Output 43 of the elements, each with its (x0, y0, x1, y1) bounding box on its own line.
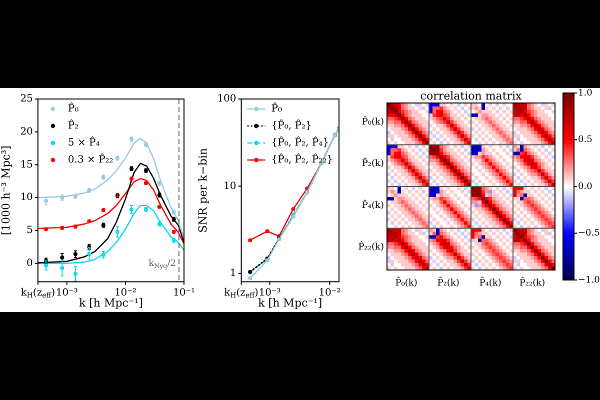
y-tick-label: 10 (224, 180, 236, 192)
point (291, 207, 296, 212)
x-tick-label: P̂₄(k) (479, 276, 502, 288)
legend-label: P̂₀ (271, 102, 282, 115)
y-axis-title: [1000 h⁻³ Mpc³] (0, 146, 12, 236)
y-tick-label: P̂₂₂(k) (358, 241, 384, 253)
legend-label: 5 × P̂₄ (68, 136, 100, 149)
point (248, 276, 252, 280)
y-tick-label: 0 (26, 258, 33, 269)
chart-title: correlation matrix (420, 89, 522, 102)
legend-label: 0.3 × P̂₂₂ (68, 152, 114, 166)
y-tick-label: 25 (20, 94, 33, 105)
legend-label: {P̂₀, P̂₂, P̂₄} (271, 136, 329, 149)
color-bar-label: −1.0 (578, 275, 600, 286)
x-tick-label: P̂₂(k) (437, 276, 460, 288)
y-tick-label: 100 (217, 94, 236, 105)
color-bar-label: −0.5 (578, 228, 600, 239)
x-tick-label: 10⁻³ (56, 287, 78, 298)
y-axis-title: SNR per k−bin (196, 148, 210, 233)
y-tick-label: 20 (20, 126, 33, 138)
point (248, 238, 252, 242)
color-bar-label: 0.0 (578, 182, 593, 192)
color-bar-label: 1.0 (578, 88, 593, 98)
legend-label: {P̂₀, P̂₂} (271, 118, 312, 132)
x-tick-label: P̂₂₂(k) (519, 276, 546, 288)
legend-label: P̂₀ (68, 102, 79, 115)
x-axis-title: k [h Mpc⁻¹] (78, 296, 143, 310)
x-tick-label: 10⁻² (318, 287, 341, 298)
legend-label: {P̂₀, P̂₂, P̂₂₂} (271, 152, 333, 166)
legend-label: P̂₂ (68, 118, 79, 132)
y-tick-label: P̂₄(k) (362, 199, 384, 211)
x-tick-label: P̂₀(k) (395, 276, 418, 288)
y-tick-label: 5 (26, 225, 33, 236)
color-bar-label: 0.5 (578, 135, 593, 146)
y-tick-label: 1 (230, 268, 236, 279)
y-tick-label: P̂₂(k) (362, 158, 384, 170)
x-tick-label: 10⁻³ (258, 287, 281, 298)
y-tick-label: P̂₀(k) (362, 116, 384, 128)
x-axis-title: k [h Mpc⁻¹] (258, 296, 322, 310)
x-tick-label: 10⁻¹ (172, 287, 196, 298)
y-tick-label: 10 (20, 192, 33, 204)
x-tick-label: 10⁻² (114, 287, 136, 298)
y-tick-label: 15 (20, 159, 33, 170)
